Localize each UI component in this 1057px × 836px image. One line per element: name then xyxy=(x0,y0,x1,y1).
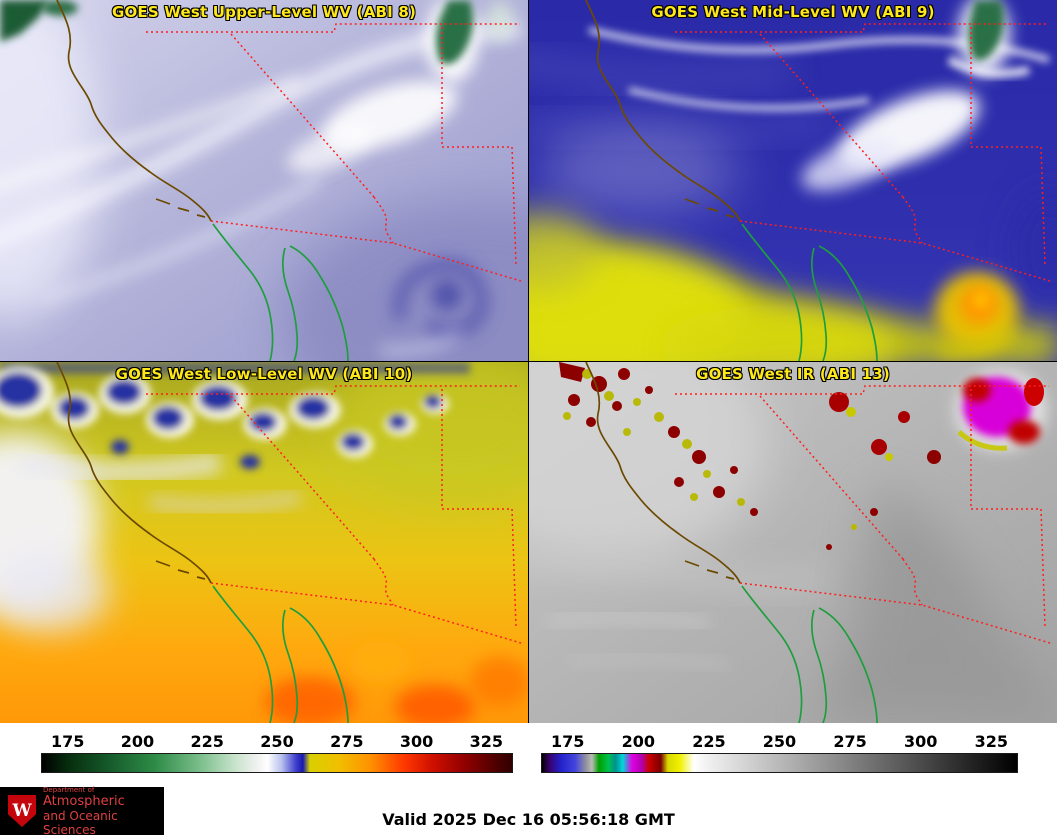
tick-label: 300 xyxy=(903,731,938,751)
wv-colorbar-ticks: 175 200 225 250 275 300 325 xyxy=(41,729,513,753)
tick-label: 175 xyxy=(51,731,85,751)
tick-label: 250 xyxy=(260,731,294,751)
logo-line-3: and Oceanic Sciences xyxy=(43,808,118,836)
uw-aos-logo: W Department of Atmospheric and Oceanic … xyxy=(0,786,164,836)
panel-title-low-wv: GOES West Low-Level WV (ABI 10) xyxy=(115,365,413,383)
panel-ir: GOES West IR (ABI 13) xyxy=(529,362,1057,723)
panel-low-level-wv: GOES West Low-Level WV (ABI 10) xyxy=(0,362,528,723)
panel-title-upper-wv: GOES West Upper-Level WV (ABI 8) xyxy=(111,3,417,21)
panel-title-mid-wv: GOES West Mid-Level WV (ABI 9) xyxy=(651,3,935,21)
panel-upper-level-wv: GOES West Upper-Level WV (ABI 8) xyxy=(0,0,528,361)
logo-line-2: Atmospheric xyxy=(43,793,125,809)
panel-mid-level-wv: GOES West Mid-Level WV (ABI 9) xyxy=(529,0,1057,361)
wv-colorbar-gradient xyxy=(41,753,513,773)
tick-label: 225 xyxy=(190,731,224,751)
satellite-imagery-mid-wv xyxy=(529,0,1057,361)
quadrant-grid: GOES West Upper-Level WV (ABI 8) xyxy=(0,0,1057,723)
tick-label: 275 xyxy=(330,731,364,751)
wv-colorbar: 175 200 225 250 275 300 325 xyxy=(41,729,513,773)
logo-text: Department of Atmospheric and Oceanic Sc… xyxy=(43,786,156,836)
ir-colorbar-ticks: 175 200 225 250 275 300 325 xyxy=(541,729,1018,753)
tick-label: 275 xyxy=(833,731,867,751)
colorbar-section: 175 200 225 250 275 300 325 175 200 225 … xyxy=(0,723,1057,786)
footer: W Department of Atmospheric and Oceanic … xyxy=(0,786,1057,836)
satellite-imagery-low-wv xyxy=(0,362,528,723)
ir-colorbar: 175 200 225 250 275 300 325 xyxy=(541,729,1018,773)
ir-colorbar-gradient xyxy=(541,753,1018,773)
satellite-imagery-upper-wv xyxy=(0,0,528,361)
tick-label: 325 xyxy=(469,731,503,751)
tick-label: 250 xyxy=(762,731,797,751)
tick-label: 175 xyxy=(551,731,585,751)
tick-label: 200 xyxy=(621,731,655,751)
satellite-imagery-ir xyxy=(529,362,1057,723)
tick-label: 225 xyxy=(692,731,726,751)
valid-time-label: Valid 2025 Dec 16 05:56:18 GMT xyxy=(382,810,675,829)
tick-label: 200 xyxy=(120,731,155,751)
tick-label: 325 xyxy=(974,731,1008,751)
tick-label: 300 xyxy=(399,731,434,751)
logo-line-1: Department of xyxy=(43,785,95,794)
panel-title-ir: GOES West IR (ABI 13) xyxy=(696,365,890,383)
crest-monogram: W xyxy=(12,801,32,821)
